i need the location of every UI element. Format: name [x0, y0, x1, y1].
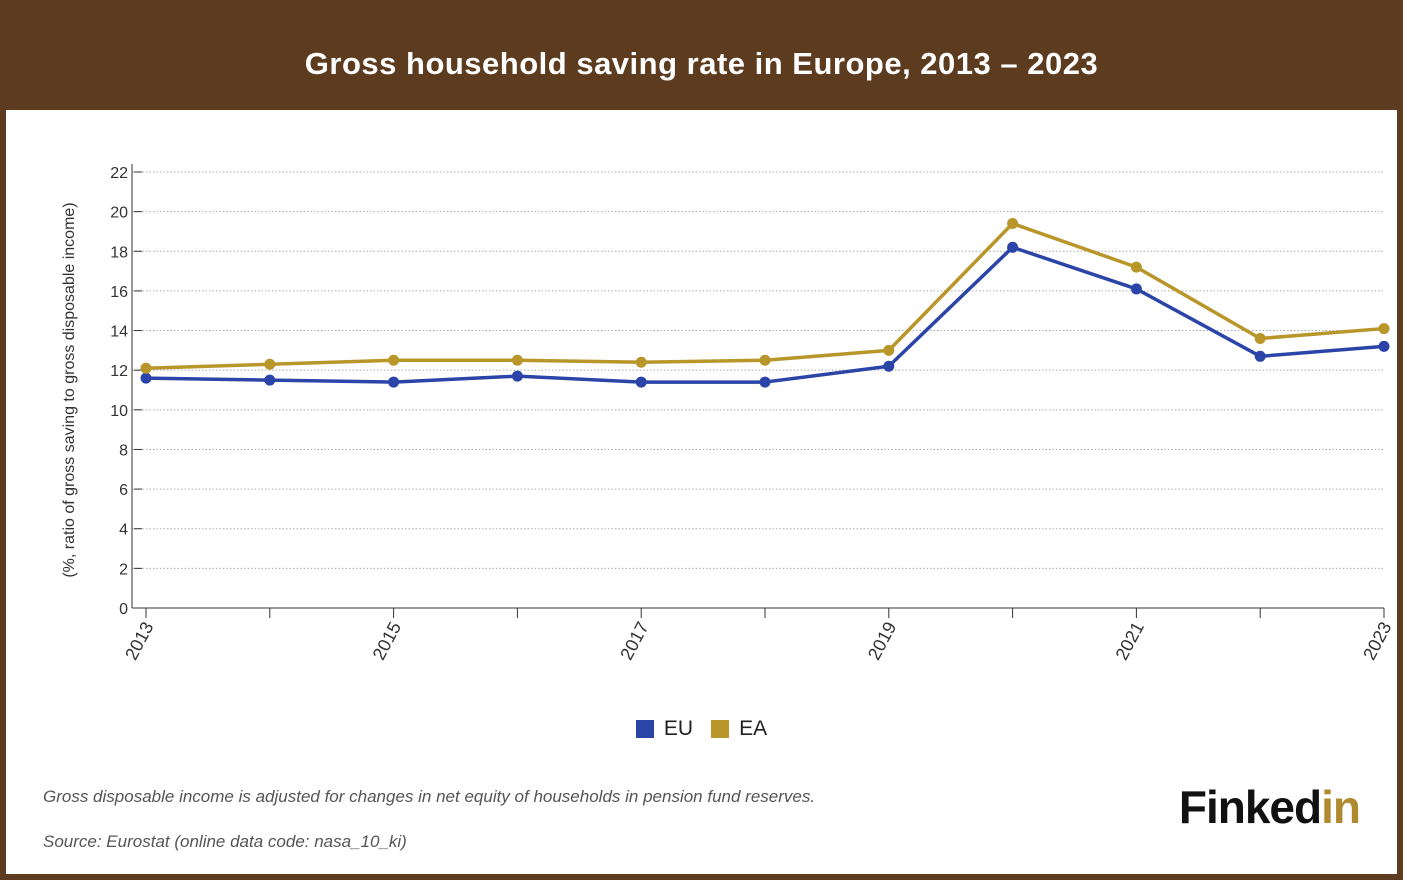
legend-label-ea: EA [739, 717, 768, 740]
legend-label-eu: EU [663, 717, 694, 740]
y-tick-label: 6 [119, 482, 128, 499]
data-point-ea [1254, 332, 1266, 344]
legend-item-ea[interactable]: EA [711, 717, 767, 741]
x-tick-label: 2017 [616, 618, 652, 663]
data-point-eu [140, 372, 152, 384]
chart-title: Gross household saving rate in Europe, 2… [304, 46, 1099, 81]
y-tick-label: 10 [110, 403, 128, 420]
y-tick-label: 12 [110, 363, 128, 380]
footnote: Gross disposable income is adjusted for … [43, 787, 816, 806]
y-tick-label: 4 [119, 522, 128, 539]
data-point-ea [1378, 323, 1390, 335]
data-point-eu [883, 360, 895, 372]
x-tick-label: 2021 [1111, 618, 1147, 663]
y-tick-label: 2 [119, 561, 128, 578]
data-point-ea [1130, 261, 1142, 273]
data-point-ea [883, 344, 895, 356]
finkedin-logo: Finkedin [1178, 780, 1361, 834]
y-tick-label: 8 [119, 442, 128, 459]
chart-panel: 0 2 4 6 8 10 12 14 16 18 20 22 2013 2015 2017 2019 2021 2… [6, 110, 1397, 874]
data-point-eu [1130, 283, 1142, 295]
data-point-eu [264, 374, 276, 386]
y-tick-label: 16 [110, 284, 128, 301]
data-point-eu [1007, 241, 1019, 253]
data-point-ea [388, 354, 400, 366]
data-point-eu [1378, 340, 1390, 352]
y-axis-label: (%, ratio of gross saving to gross dispo… [61, 202, 78, 577]
logo-text-accent: in [1321, 781, 1361, 833]
legend-item-eu[interactable]: EU [635, 717, 694, 741]
series-line-ea [145, 221, 1385, 370]
y-tick-label: 14 [110, 324, 128, 341]
data-point-ea [1007, 218, 1019, 230]
data-point-ea [140, 362, 152, 374]
y-tick-label: 0 [119, 601, 128, 618]
data-point-eu [759, 376, 771, 388]
y-tick-label: 22 [110, 165, 128, 182]
data-point-ea [759, 354, 771, 366]
x-tick-label: 2015 [369, 618, 405, 663]
x-tick-label: 2019 [864, 618, 900, 663]
data-point-eu [511, 370, 523, 382]
logo-text-main: Finked [1178, 781, 1322, 833]
legend-swatch-ea [711, 720, 730, 738]
data-point-ea [511, 354, 523, 366]
data-point-eu [1254, 350, 1266, 362]
x-tick-label: 2023 [1359, 618, 1395, 663]
data-point-eu [388, 376, 400, 388]
data-point-ea [264, 358, 276, 370]
data-point-ea [635, 356, 647, 368]
y-tick-label: 18 [110, 244, 128, 261]
legend: EU EA [6, 717, 1397, 741]
x-tick-label: 2013 [121, 618, 157, 663]
data-point-eu [635, 376, 647, 388]
line-chart: 0 2 4 6 8 10 12 14 16 18 20 22 2013 2015 2017 2019 2021 2… [61, 164, 1396, 663]
y-tick-label: 20 [110, 205, 128, 222]
source-note: Source: Eurostat (online data code: nasa… [43, 832, 407, 851]
legend-swatch-eu [635, 720, 654, 738]
